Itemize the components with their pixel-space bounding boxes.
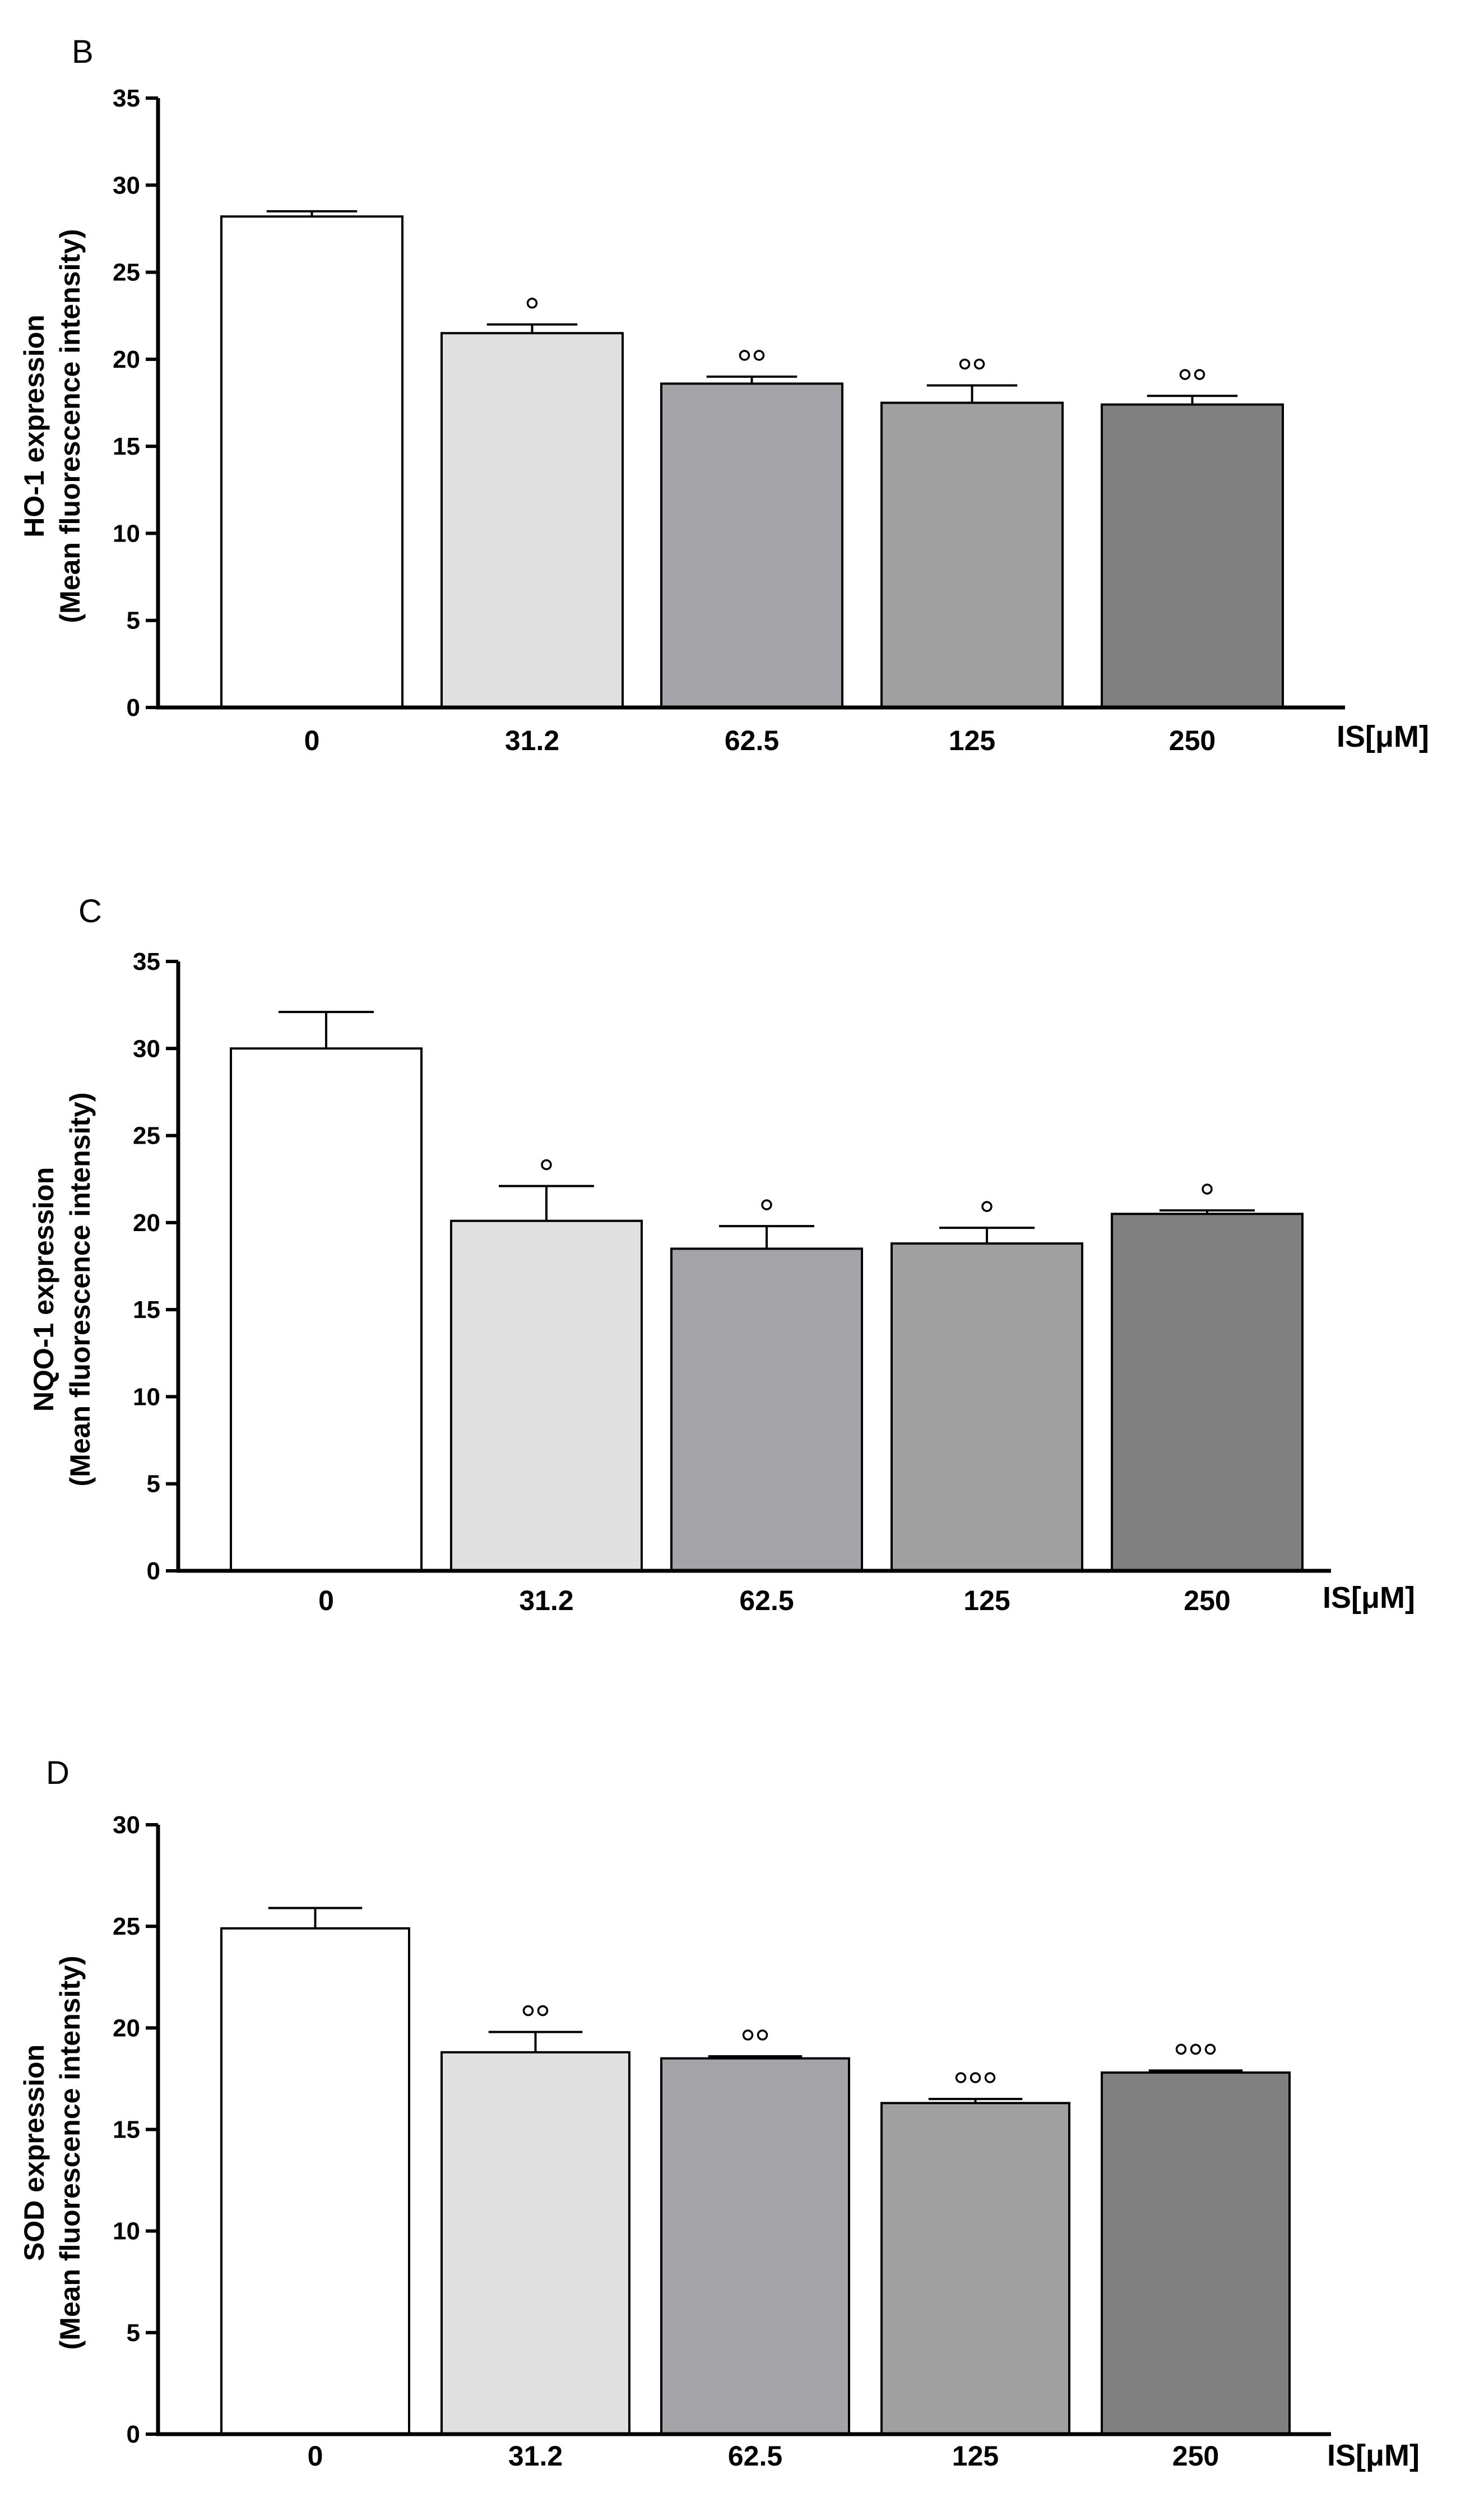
y-tick-label: 20 — [133, 1209, 160, 1237]
y-tick-label: 30 — [113, 172, 140, 199]
significance-marker — [1190, 2043, 1202, 2055]
bar — [660, 2057, 850, 2435]
x-tick-label: 0 — [318, 1585, 334, 1616]
bar — [1101, 2071, 1291, 2435]
plot-area: 0 31.2 62.5 125 250 0 5 10 15 20 25 30 35 — [113, 85, 1345, 756]
x-tick-label: 125 — [949, 725, 995, 756]
y-tick-label: 15 — [113, 433, 140, 460]
significance-marker — [1175, 2043, 1187, 2055]
y-tick-label: 15 — [133, 1296, 160, 1324]
y-axis-title: HO-1 expression — [18, 314, 50, 537]
y-tick-label: 20 — [113, 346, 140, 373]
bar — [440, 332, 624, 709]
bar — [220, 215, 404, 709]
y-tick-label: 30 — [113, 1811, 140, 1839]
significance-marker — [1202, 1183, 1213, 1195]
x-tick-label: 62.5 — [739, 1585, 794, 1616]
y-tick-label: 15 — [113, 2116, 140, 2144]
panel-label: D — [46, 1755, 69, 1791]
x-tick-label: 250 — [1169, 725, 1216, 756]
plot-area: 0 31.2 62.5 125 250 0 5 10 15 20 25 30 — [113, 1811, 1331, 2472]
y-tick-label: 10 — [133, 1383, 160, 1410]
x-tick-label: 31.2 — [519, 1585, 573, 1616]
x-tick-label: 125 — [963, 1585, 1010, 1616]
significance-marker — [1179, 369, 1191, 380]
bar — [670, 1247, 863, 1572]
y-tick-label: 5 — [147, 1470, 160, 1498]
bar — [440, 2051, 630, 2435]
bar — [1111, 1213, 1304, 1572]
significance-marker — [753, 350, 765, 361]
y-axis-subtitle: (Mean fluorescence intensity) — [54, 1956, 86, 2350]
panel-d: D SOD expression (Mean fluorescence inte… — [18, 1755, 1420, 2472]
y-tick-label: 0 — [127, 2421, 140, 2448]
y-axis-subtitle: (Mean fluorescence intensity) — [54, 229, 86, 623]
x-axis-unit-label: IS[μM] — [1327, 2439, 1420, 2472]
x-tick-label: 62.5 — [728, 2440, 782, 2472]
panel-label: C — [78, 893, 102, 929]
significance-marker — [1204, 2043, 1216, 2055]
significance-marker — [757, 2029, 768, 2041]
x-tick-label: 250 — [1184, 1585, 1230, 1616]
y-tick-label: 25 — [113, 259, 140, 286]
significance-marker — [537, 2005, 549, 2016]
y-tick-label: 25 — [113, 1913, 140, 1940]
x-tick-label: 62.5 — [725, 725, 779, 756]
y-tick-label: 35 — [113, 85, 140, 112]
y-tick-label: 0 — [147, 1557, 160, 1585]
panel-label: B — [72, 34, 94, 70]
significance-marker — [522, 2005, 534, 2016]
bar — [880, 2102, 1070, 2436]
y-axis-title: NQO-1 expression — [28, 1167, 59, 1412]
significance-marker — [981, 1201, 993, 1212]
significance-marker — [984, 2072, 996, 2083]
y-tick-label: 20 — [113, 2014, 140, 2042]
panel-b: B HO-1 expression (Mean fluorescence int… — [18, 34, 1429, 756]
bar — [220, 1927, 410, 2436]
x-axis-unit-label: IS[μM] — [1337, 720, 1429, 753]
panel-c: C NQO-1 expression (Mean fluorescence in… — [28, 893, 1415, 1616]
y-axis-subtitle: (Mean fluorescence intensity) — [64, 1093, 96, 1487]
bar — [660, 382, 843, 709]
y-tick-label: 0 — [127, 694, 140, 721]
y-tick-label: 5 — [127, 2319, 140, 2347]
y-tick-label: 35 — [133, 948, 160, 975]
significance-marker — [955, 2072, 967, 2083]
significance-marker — [1194, 369, 1205, 380]
y-tick-label: 25 — [133, 1122, 160, 1150]
plot-area: 0 31.2 62.5 125 250 0 5 10 15 20 25 30 35 — [133, 948, 1331, 1616]
significance-marker — [973, 358, 985, 370]
significance-marker — [526, 297, 538, 309]
significance-marker — [970, 2072, 981, 2083]
y-tick-label: 10 — [113, 2218, 140, 2245]
x-tick-label: 31.2 — [508, 2440, 563, 2472]
bar — [230, 1047, 423, 1572]
significance-marker — [739, 350, 750, 361]
significance-marker — [761, 1199, 772, 1210]
y-tick-label: 5 — [127, 607, 140, 635]
x-axis-unit-label: IS[μM] — [1323, 1581, 1415, 1615]
bar — [880, 401, 1064, 709]
significance-marker — [742, 2029, 754, 2041]
x-tick-label: 31.2 — [505, 725, 559, 756]
x-tick-label: 250 — [1172, 2440, 1219, 2472]
y-axis-title: SOD expression — [18, 2045, 50, 2261]
bar — [450, 1219, 643, 1572]
x-tick-label: 125 — [952, 2440, 999, 2472]
significance-marker — [959, 358, 971, 370]
y-tick-label: 10 — [113, 520, 140, 547]
bar — [891, 1242, 1083, 1572]
bar — [1101, 403, 1284, 709]
x-tick-label: 0 — [308, 2440, 323, 2472]
y-tick-label: 30 — [133, 1035, 160, 1062]
x-tick-label: 0 — [304, 725, 320, 756]
significance-marker — [541, 1159, 552, 1171]
